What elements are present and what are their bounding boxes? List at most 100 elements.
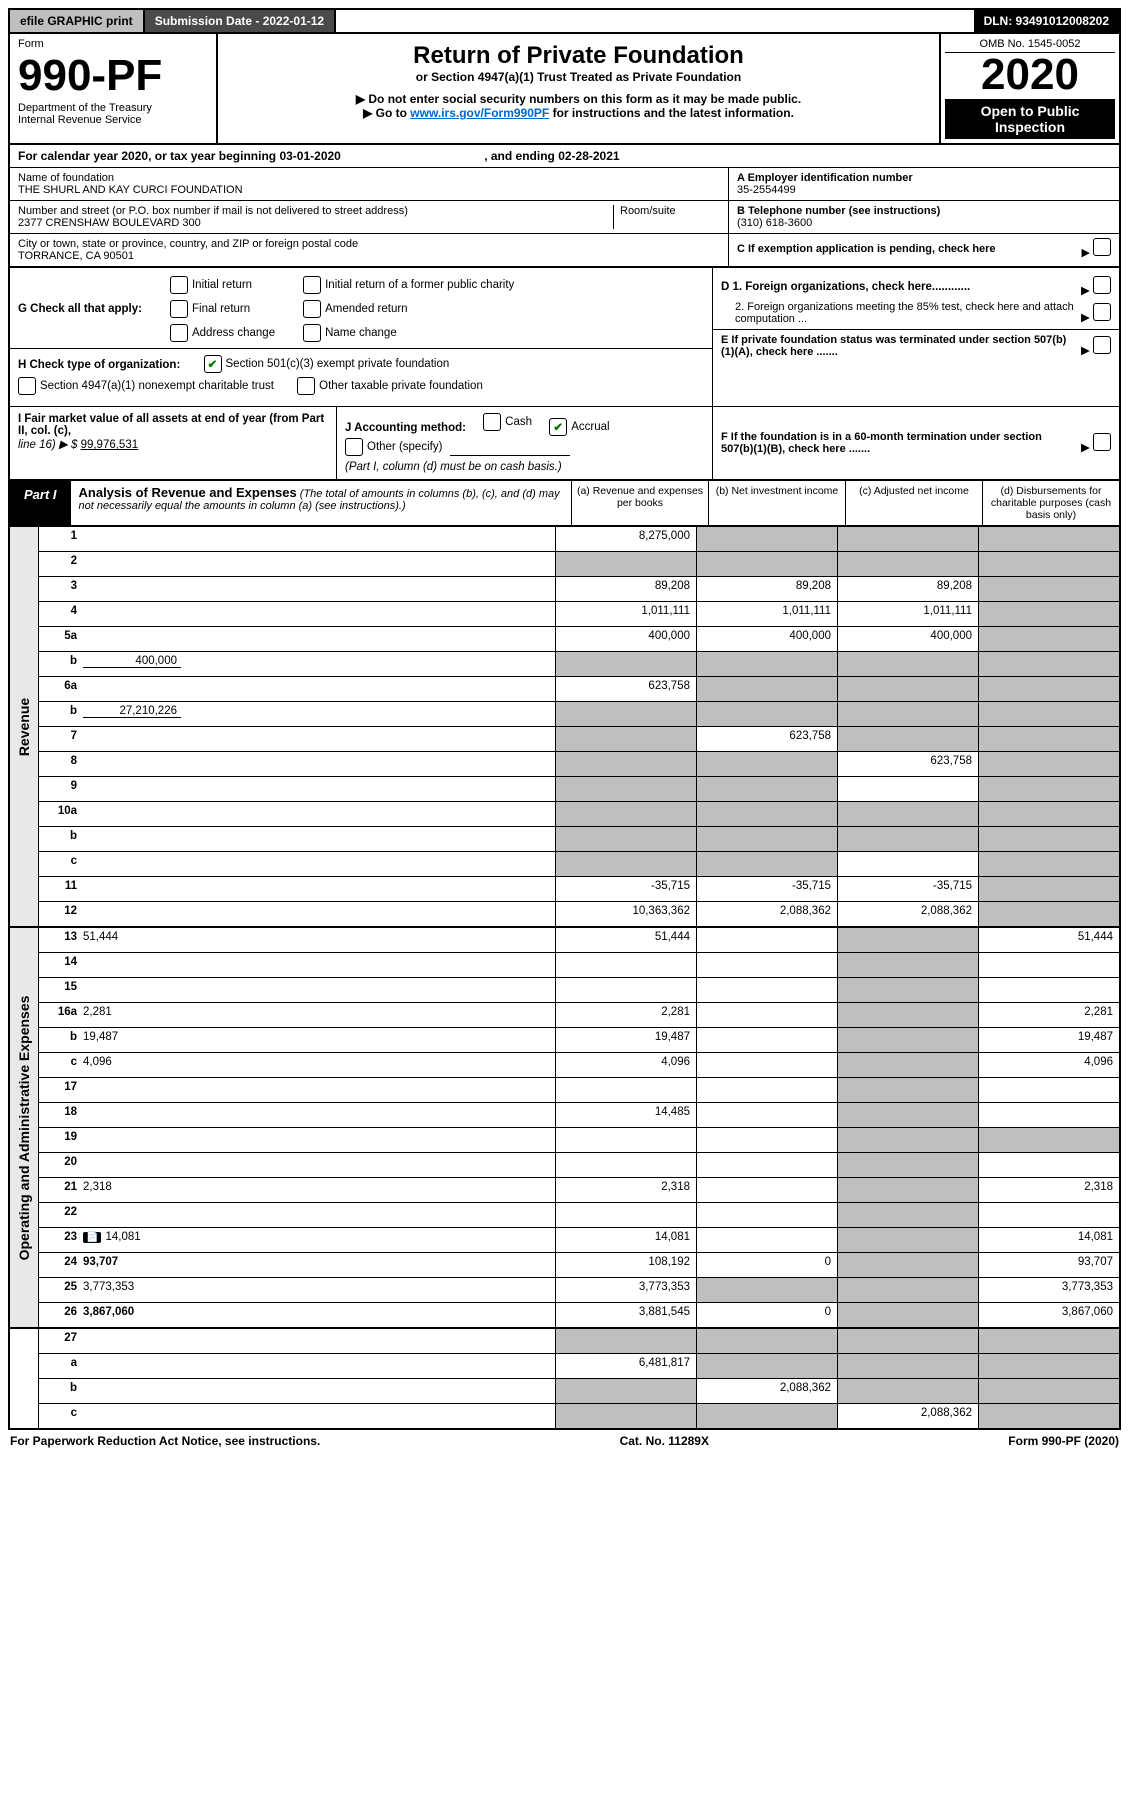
value-cell-b: [696, 777, 837, 801]
table-row: b 400,000: [39, 652, 1119, 677]
row-desc: [81, 1128, 555, 1152]
row-number: b: [39, 702, 81, 726]
value-cell-b: -35,715: [696, 877, 837, 901]
value-cell-c: [837, 1253, 978, 1277]
value-cell-a: 108,192: [555, 1253, 696, 1277]
row-number: 1: [39, 527, 81, 551]
row-number: b: [39, 652, 81, 676]
row-desc: 27,210,226: [81, 702, 555, 726]
row-desc: 93,707: [81, 1253, 555, 1277]
value-cell-d: [978, 1078, 1119, 1102]
table-row: 9: [39, 777, 1119, 802]
table-row: 6a623,758: [39, 677, 1119, 702]
value-cell-d: [978, 652, 1119, 676]
form-header: Form 990-PF Department of the Treasury I…: [8, 34, 1121, 145]
row-number: 27: [39, 1329, 81, 1353]
row-number: 24: [39, 1253, 81, 1277]
value-cell-c: [837, 727, 978, 751]
g-initial-former-checkbox[interactable]: [303, 276, 321, 294]
table-row: 5a400,000400,000400,000: [39, 627, 1119, 652]
value-cell-a: 2,318: [555, 1178, 696, 1202]
row-number: 5a: [39, 627, 81, 651]
final-rows: 27a6,481,817b2,088,362c2,088,362: [39, 1329, 1119, 1428]
value-cell-d: [978, 1379, 1119, 1403]
j-cash-checkbox[interactable]: [483, 413, 501, 431]
g-address-checkbox[interactable]: [170, 324, 188, 342]
value-cell-a: 89,208: [555, 577, 696, 601]
table-row: 16a2,2812,2812,281: [39, 1003, 1119, 1028]
g-initial-checkbox[interactable]: [170, 276, 188, 294]
row-desc: [81, 1354, 555, 1378]
table-row: 22: [39, 1203, 1119, 1228]
row-desc: [81, 802, 555, 826]
row-number: b: [39, 1379, 81, 1403]
value-cell-b: [696, 1003, 837, 1027]
row-desc: 📄14,081: [81, 1228, 555, 1252]
g-final-checkbox[interactable]: [170, 300, 188, 318]
value-cell-d: 93,707: [978, 1253, 1119, 1277]
table-row: 10a: [39, 802, 1119, 827]
row-number: 3: [39, 577, 81, 601]
value-cell-a: 10,363,362: [555, 902, 696, 926]
row-number: 23: [39, 1228, 81, 1252]
table-row: 15: [39, 978, 1119, 1003]
h-other-checkbox[interactable]: [297, 377, 315, 395]
g-namechange-checkbox[interactable]: [303, 324, 321, 342]
h-4947-checkbox[interactable]: [18, 377, 36, 395]
g-amended-checkbox[interactable]: [303, 300, 321, 318]
value-cell-a: [555, 552, 696, 576]
table-row: 27: [39, 1329, 1119, 1354]
value-cell-b: [696, 802, 837, 826]
row-desc: [81, 902, 555, 926]
value-cell-b: [696, 677, 837, 701]
row-desc: 3,867,060: [81, 1303, 555, 1327]
value-cell-d: [978, 902, 1119, 926]
value-cell-b: [696, 1228, 837, 1252]
row-desc: [81, 852, 555, 876]
j-other-checkbox[interactable]: [345, 438, 363, 456]
schedule-icon[interactable]: 📄: [83, 1232, 101, 1243]
row-number: 10a: [39, 802, 81, 826]
f-checkbox[interactable]: [1093, 433, 1111, 451]
j-accrual-checkbox[interactable]: [549, 418, 567, 436]
part-header: Part I Analysis of Revenue and Expenses …: [8, 481, 1121, 527]
value-cell-b: 623,758: [696, 727, 837, 751]
value-cell-d: [978, 1103, 1119, 1127]
value-cell-d: [978, 1128, 1119, 1152]
topbar-spacer: [336, 10, 973, 32]
form-word: Form: [18, 38, 208, 50]
col-c-head: (c) Adjusted net income: [846, 481, 983, 525]
value-cell-b: [696, 1329, 837, 1353]
d1-checkbox[interactable]: [1093, 276, 1111, 294]
value-cell-b: 0: [696, 1303, 837, 1327]
name-cell: Name of foundation THE SHURL AND KAY CUR…: [10, 168, 728, 201]
value-cell-c: 2,088,362: [837, 902, 978, 926]
e-checkbox[interactable]: [1093, 336, 1111, 354]
c-checkbox[interactable]: [1093, 238, 1111, 256]
value-cell-d: 4,096: [978, 1053, 1119, 1077]
table-row: 18,275,000: [39, 527, 1119, 552]
value-cell-c: [837, 978, 978, 1002]
value-cell-a: 19,487: [555, 1028, 696, 1052]
value-cell-d: [978, 777, 1119, 801]
irs-link[interactable]: www.irs.gov/Form990PF: [410, 106, 549, 120]
value-cell-b: [696, 928, 837, 952]
table-row: b: [39, 827, 1119, 852]
expenses-rows: 1351,44451,44451,444141516a2,2812,2812,2…: [39, 928, 1119, 1327]
h-501c3-checkbox[interactable]: [204, 355, 222, 373]
value-cell-c: [837, 552, 978, 576]
value-cell-c: [837, 1153, 978, 1177]
table-row: 1814,485: [39, 1103, 1119, 1128]
value-cell-d: [978, 552, 1119, 576]
row-number: c: [39, 1404, 81, 1428]
value-cell-a: 400,000: [555, 627, 696, 651]
d-e-col: D 1. Foreign organizations, check here..…: [713, 268, 1119, 406]
value-cell-b: [696, 1278, 837, 1302]
table-row: 389,20889,20889,208: [39, 577, 1119, 602]
row-desc: 4,096: [81, 1053, 555, 1077]
header-right: OMB No. 1545-0052 2020 Open to Public In…: [941, 34, 1119, 143]
d2-checkbox[interactable]: [1093, 303, 1111, 321]
c-cell: C If exemption application is pending, c…: [729, 234, 1119, 263]
value-cell-b: 400,000: [696, 627, 837, 651]
value-cell-d: 14,081: [978, 1228, 1119, 1252]
